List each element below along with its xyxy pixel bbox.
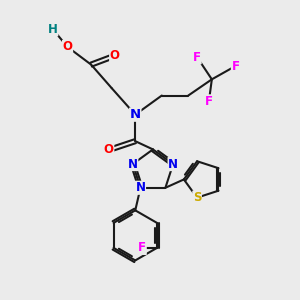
Text: H: H xyxy=(48,23,58,36)
Text: F: F xyxy=(205,95,213,108)
Text: S: S xyxy=(193,191,201,204)
Text: N: N xyxy=(130,108,141,121)
Text: F: F xyxy=(138,242,146,254)
Text: N: N xyxy=(128,158,138,171)
Text: O: O xyxy=(63,40,73,53)
Text: O: O xyxy=(110,49,120,62)
Text: N: N xyxy=(136,181,146,194)
Text: N: N xyxy=(168,158,178,171)
Text: F: F xyxy=(193,51,201,64)
Text: O: O xyxy=(104,143,114,157)
Text: F: F xyxy=(231,60,239,73)
